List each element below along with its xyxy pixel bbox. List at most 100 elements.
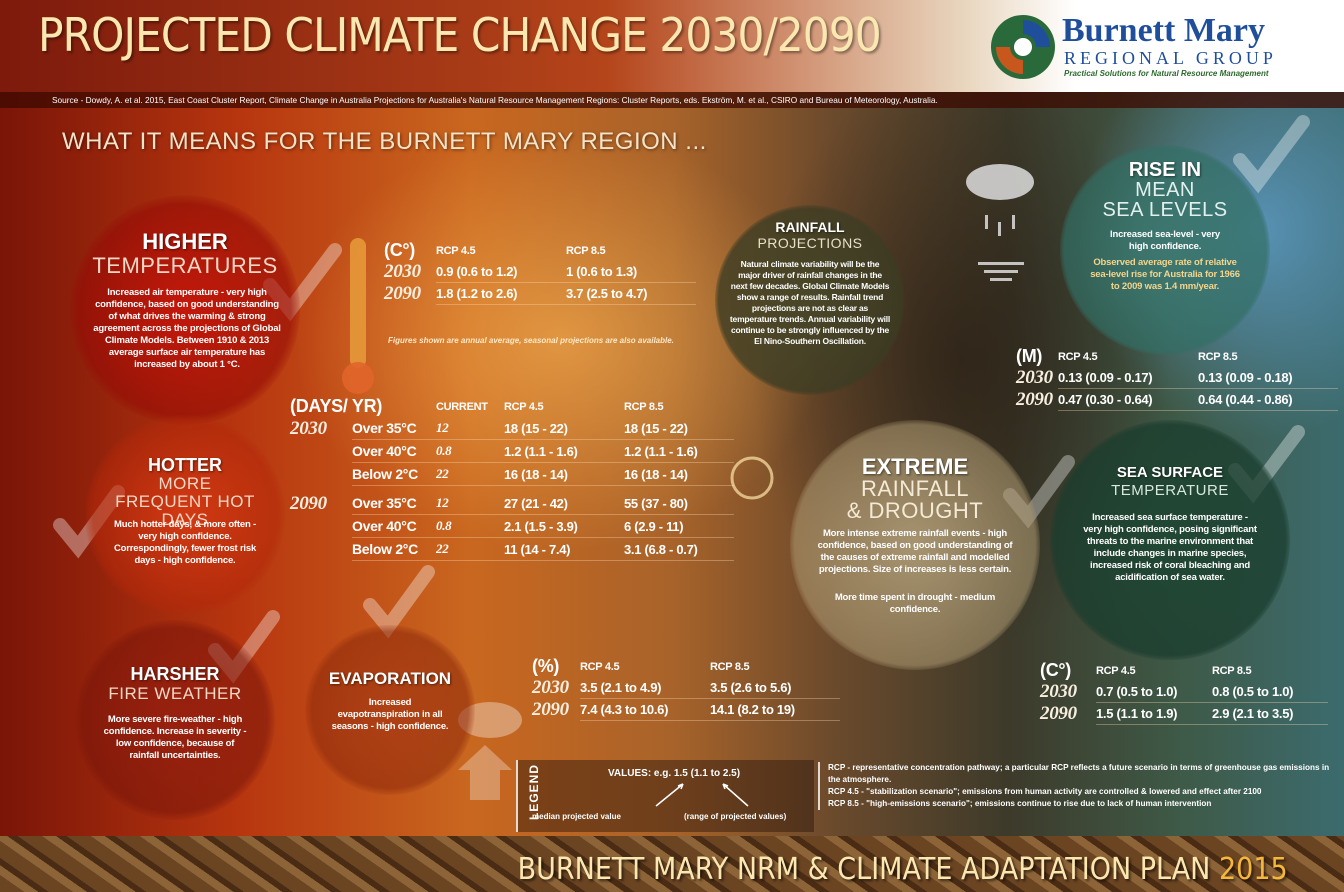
column-header: CURRENT	[436, 401, 504, 413]
table-cell: 1.2 (1.1 - 1.6)	[504, 441, 624, 463]
row-year: 2030	[1016, 367, 1058, 389]
section-heading: HIGHER	[70, 229, 300, 255]
section-text: Increased sea surface temperature - very…	[1082, 512, 1258, 584]
extreme-circle: EXTREME RAINFALL & DROUGHT More intense …	[790, 420, 1040, 670]
column-header: RCP 4.5	[436, 245, 566, 257]
table-cell: 12	[436, 492, 504, 515]
table-cell: 27 (21 - 42)	[504, 493, 624, 515]
column-header: RCP 4.5	[504, 401, 624, 413]
table-cell: 14.1 (8.2 to 19)	[710, 699, 840, 721]
column-header: RCP 4.5	[1058, 351, 1198, 363]
table-cell: 12	[436, 417, 504, 440]
section-text: Increased air temperature - very high co…	[92, 287, 282, 371]
table-cell: 0.13 (0.09 - 0.18)	[1198, 367, 1338, 389]
column-header: RCP 8.5	[1198, 351, 1338, 363]
table-cell: 0.64 (0.44 - 0.86)	[1198, 389, 1338, 411]
temperature-circle: HIGHER TEMPERATURES Increased air temper…	[70, 195, 300, 425]
section-subheading: SEA LEVELS	[1060, 199, 1270, 222]
table-cell: 0.47 (0.30 - 0.64)	[1058, 389, 1198, 411]
row-label: Below 2°C	[352, 463, 436, 486]
infographic-page: PROJECTED CLIMATE CHANGE 2030/2090 Burne…	[0, 0, 1344, 892]
row-label: Over 35°C	[352, 417, 436, 440]
row-year: 2030	[1040, 681, 1096, 703]
section-subheading: & DROUGHT	[790, 498, 1040, 524]
column-header: RCP 8.5	[624, 401, 734, 413]
footer-text: BURNETT MARY NRM & CLIMATE ADAPTATION PL…	[518, 852, 1211, 887]
column-header: RCP 8.5	[1212, 665, 1328, 677]
legend-notes: RCP - representative concentration pathw…	[818, 762, 1338, 810]
footer-year: 2015	[1219, 852, 1288, 887]
table-cell: 16 (18 - 14)	[504, 464, 624, 486]
table-cell: 1.8 (1.2 to 2.6)	[436, 283, 566, 305]
section-heading: EVAPORATION	[305, 669, 475, 689]
hot-days-circle: HOTTER MORE FREQUENT HOT DAYS Much hotte…	[85, 415, 285, 615]
section-text: Increased evapotranspiration in all seas…	[327, 697, 453, 733]
table-cell: 3.1 (6.8 - 0.7)	[624, 539, 734, 561]
table-cell: 3.5 (2.1 to 4.9)	[580, 677, 710, 699]
sea-level-circle: RISE IN MEAN SEA LEVELS Increased sea-le…	[1060, 145, 1270, 355]
table-cell: 22	[436, 463, 504, 486]
section-text: Observed average rate of relative sea-le…	[1090, 257, 1240, 293]
table-unit: (C°)	[384, 240, 436, 261]
table-cell: 18 (15 - 22)	[624, 418, 734, 440]
evaporation-table: (%)RCP 4.5RCP 8.520303.5 (2.1 to 4.9)3.5…	[532, 656, 840, 721]
row-year: 2030	[290, 418, 352, 440]
legend-note: RCP 4.5 - "stabilization scenario"; emis…	[828, 786, 1338, 798]
table-unit: (C°)	[1040, 660, 1096, 681]
section-heading: RAINFALL	[715, 219, 905, 235]
legend-note: RCP - representative concentration pathw…	[828, 762, 1338, 786]
section-heading: HARSHER	[75, 664, 275, 685]
section-text: Much hotter days, & more often - very hi…	[110, 519, 260, 567]
legend-median: median projected value	[532, 812, 621, 821]
section-text: More time spent in drought - medium conf…	[830, 592, 1000, 616]
row-label: Over 40°C	[352, 515, 436, 538]
column-header: RCP 4.5	[1096, 665, 1212, 677]
section-text: More intense extreme rainfall events - h…	[810, 528, 1020, 576]
hot-days-table: (DAYS/ YR)CURRENTRCP 4.5RCP 8.52030Over …	[290, 396, 734, 561]
table-cell: 55 (37 - 80)	[624, 493, 734, 515]
table-note: Figures shown are annual average, season…	[388, 336, 674, 345]
table-cell: 3.5 (2.6 to 5.6)	[710, 677, 840, 699]
table-cell: 1 (0.6 to 1.3)	[566, 261, 696, 283]
table-unit: (%)	[532, 656, 580, 677]
row-label: Below 2°C	[352, 538, 436, 561]
legend-range: (range of projected values)	[684, 812, 786, 821]
footer-title: BURNETT MARY NRM & CLIMATE ADAPTATION PL…	[518, 852, 1288, 887]
table-cell: 1.2 (1.1 - 1.6)	[624, 441, 734, 463]
table-cell: 0.13 (0.09 - 0.17)	[1058, 367, 1198, 389]
rainfall-circle: RAINFALL PROJECTIONS Natural climate var…	[715, 205, 905, 395]
table-cell: 2.1 (1.5 - 3.9)	[504, 516, 624, 538]
legend-note: RCP 8.5 - "high-emissions scenario"; emi…	[828, 798, 1338, 810]
table-cell: 6 (2.9 - 11)	[624, 516, 734, 538]
table-cell: 0.7 (0.5 to 1.0)	[1096, 681, 1212, 703]
column-header: RCP 4.5	[580, 661, 710, 673]
column-header: RCP 8.5	[566, 245, 696, 257]
section-text: More severe fire-weather - high confiden…	[103, 714, 247, 762]
section-subheading: FIRE WEATHER	[75, 684, 275, 704]
table-unit: (M)	[1016, 346, 1058, 367]
row-year: 2090	[1040, 703, 1096, 725]
table-cell: 0.9 (0.6 to 1.2)	[436, 261, 566, 283]
column-header: RCP 8.5	[710, 661, 840, 673]
table-cell: 11 (14 - 7.4)	[504, 539, 624, 561]
row-year: 2030	[384, 261, 436, 283]
row-label: Over 35°C	[352, 492, 436, 515]
table-cell: 0.8 (0.5 to 1.0)	[1212, 681, 1328, 703]
row-year: 2090	[1016, 389, 1058, 411]
section-text: Increased sea-level - very high confiden…	[1100, 229, 1230, 253]
table-cell: 0.8	[436, 515, 504, 538]
row-label: Over 40°C	[352, 440, 436, 463]
table-cell: 3.7 (2.5 to 4.7)	[566, 283, 696, 305]
table-cell: 7.4 (4.3 to 10.6)	[580, 699, 710, 721]
legend-values: VALUES: e.g. 1.5 (1.1 to 2.5)	[608, 768, 740, 779]
section-text: Natural climate variability will be the …	[729, 259, 891, 347]
sea-surface-circle: SEA SURFACE TEMPERATURE Increased sea su…	[1050, 420, 1290, 660]
table-cell: 18 (15 - 22)	[504, 418, 624, 440]
table-cell: 2.9 (2.1 to 3.5)	[1212, 703, 1328, 725]
section-heading: HOTTER	[85, 455, 285, 476]
section-subheading: TEMPERATURES	[70, 253, 300, 279]
fire-circle: HARSHER FIRE WEATHER More severe fire-we…	[75, 620, 275, 820]
row-year: 2090	[384, 283, 436, 305]
